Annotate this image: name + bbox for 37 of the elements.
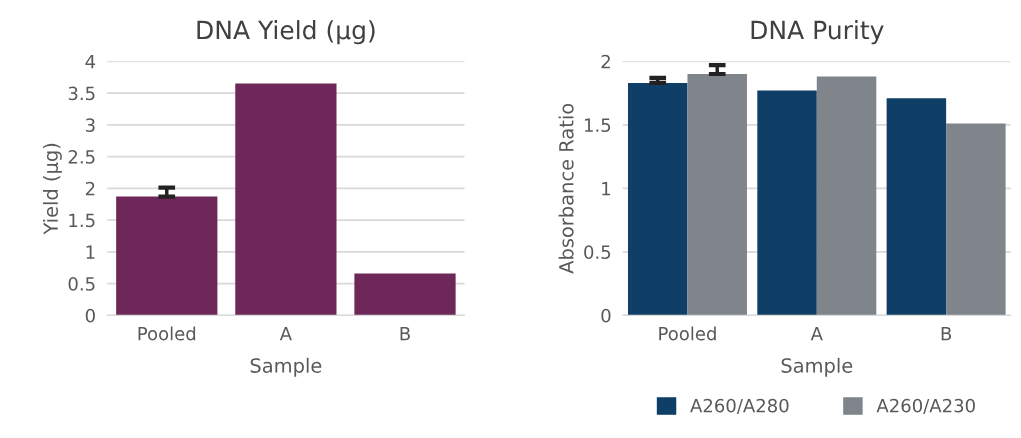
legend-label: A260/A230 <box>876 398 975 414</box>
x-tick-label: Pooled <box>138 326 196 341</box>
bar <box>354 273 456 316</box>
x-tick-label: Pooled <box>659 326 716 341</box>
bar <box>687 74 747 316</box>
y-tick-label: 3 <box>85 118 95 132</box>
chart-title: DNA Yield (µg) <box>197 20 375 45</box>
x-tick-label: B <box>941 327 952 341</box>
y-tick-label: 2.5 <box>68 150 95 164</box>
x-tick-label: B <box>400 327 410 341</box>
legend-label: A260/A280 <box>690 398 789 414</box>
y-tick-label: 2 <box>85 181 95 196</box>
y-tick-label: 0 <box>601 308 611 323</box>
y-axis-title: Absorbance Ratio <box>558 103 574 274</box>
y-axis-title: Yield (µg) <box>43 143 62 235</box>
y-tick-label: 0.5 <box>584 245 611 259</box>
bar <box>757 90 817 316</box>
x-axis-title: Sample <box>781 357 853 377</box>
y-tick-label: 0 <box>85 308 95 323</box>
y-tick-label: 1 <box>602 182 611 196</box>
y-tick-label: 0.5 <box>68 277 95 291</box>
y-tick-label: 1.5 <box>69 213 95 228</box>
x-tick-label: A <box>279 327 292 341</box>
x-tick-label: A <box>810 327 823 341</box>
y-tick-label: 3.5 <box>68 86 95 101</box>
bar <box>886 98 947 316</box>
bar <box>627 82 688 316</box>
y-tick-label: 4 <box>85 55 96 69</box>
bar <box>816 76 877 316</box>
chart-title: DNA Purity <box>751 20 884 45</box>
bar <box>116 196 218 316</box>
y-tick-label: 2 <box>601 54 610 69</box>
bar <box>235 83 337 316</box>
y-tick-label: 1.5 <box>584 118 611 132</box>
y-tick-label: 1 <box>86 245 95 259</box>
x-axis-title: Sample <box>250 357 322 377</box>
bar <box>946 123 1006 316</box>
